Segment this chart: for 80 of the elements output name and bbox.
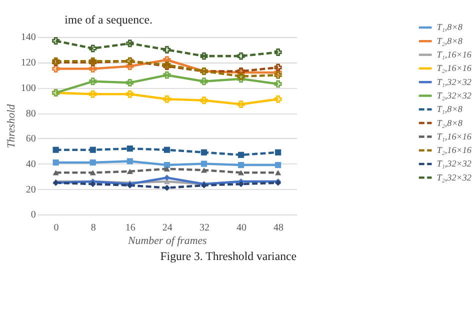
caption: Figure 3. Threshold variance — [160, 248, 296, 263]
point — [164, 166, 170, 172]
legend-label: T₂,16×16 — [436, 63, 472, 74]
point — [126, 40, 134, 48]
x-tick-label: 40 — [236, 222, 246, 234]
legend-label: T₂,8×8 — [436, 118, 463, 128]
point — [274, 48, 282, 56]
legend-label: T₁,8×8 — [436, 104, 463, 114]
y-tick-label: 20 — [26, 184, 36, 196]
y-tick-label: 0 — [30, 210, 36, 221]
point — [163, 71, 171, 79]
point — [163, 95, 171, 103]
point — [126, 168, 133, 174]
point — [200, 167, 208, 173]
y-axis-title: Threshold — [6, 104, 18, 148]
x-tick-label: 0 — [54, 222, 59, 234]
point — [238, 170, 244, 176]
point — [164, 162, 170, 168]
point — [52, 159, 59, 166]
point — [200, 78, 208, 86]
point — [126, 62, 134, 70]
legend-label: T₂,32×32 — [436, 172, 472, 182]
y-tick-label: 100 — [20, 82, 36, 94]
x-tick-label: 48 — [274, 222, 284, 234]
point — [238, 181, 244, 188]
point — [237, 72, 245, 80]
legend-label: T₁,8×8 — [436, 22, 463, 32]
point — [200, 160, 208, 167]
x-axis-title: Number of frames — [127, 235, 207, 248]
point — [275, 149, 282, 156]
x-tick-label: 16 — [125, 222, 136, 234]
point — [89, 65, 97, 72]
x-tick-label: 24 — [162, 222, 172, 234]
point — [126, 146, 133, 152]
legend-label: T₁,32×32 — [436, 76, 472, 87]
point — [238, 152, 244, 158]
point — [200, 52, 208, 60]
point — [90, 170, 96, 176]
legend-label: T₁,16×16 — [436, 50, 472, 60]
point — [126, 90, 134, 98]
point — [274, 64, 282, 72]
legend-label: T₂,16×16 — [436, 145, 472, 156]
y-tick-label: 120 — [20, 58, 36, 69]
legend-label: T₂,32×32 — [436, 90, 472, 100]
y-tick-label: 40 — [26, 158, 36, 170]
point — [274, 95, 282, 103]
y-tick-label: 80 — [26, 108, 36, 120]
point — [90, 181, 96, 188]
point — [274, 71, 282, 79]
point — [89, 90, 97, 98]
point — [126, 78, 134, 86]
point — [237, 100, 245, 108]
point — [89, 78, 97, 86]
point — [90, 159, 96, 166]
text: ime of a sequence. — [64, 12, 153, 26]
y-tick-label: 140 — [20, 32, 36, 44]
legend-label: T₂,8×8 — [436, 36, 463, 46]
legend-label: T₁,16×16 — [436, 131, 472, 142]
point — [200, 149, 208, 156]
point — [163, 56, 171, 64]
point — [164, 146, 170, 153]
point — [163, 46, 171, 54]
point — [52, 65, 60, 72]
point — [274, 68, 282, 76]
point — [90, 146, 96, 153]
point — [52, 146, 59, 153]
x-tick-label: 32 — [199, 222, 210, 234]
point — [275, 162, 282, 168]
legend-label: T₁,32×32 — [436, 158, 472, 169]
x-tick-label: 8 — [90, 222, 96, 234]
point — [200, 96, 208, 104]
point — [52, 170, 59, 176]
point — [275, 170, 282, 176]
point — [274, 80, 282, 88]
point — [238, 162, 244, 168]
point — [237, 52, 245, 60]
point — [126, 158, 133, 164]
point — [89, 44, 97, 52]
point — [52, 37, 60, 45]
y-tick-label: 60 — [26, 134, 36, 145]
